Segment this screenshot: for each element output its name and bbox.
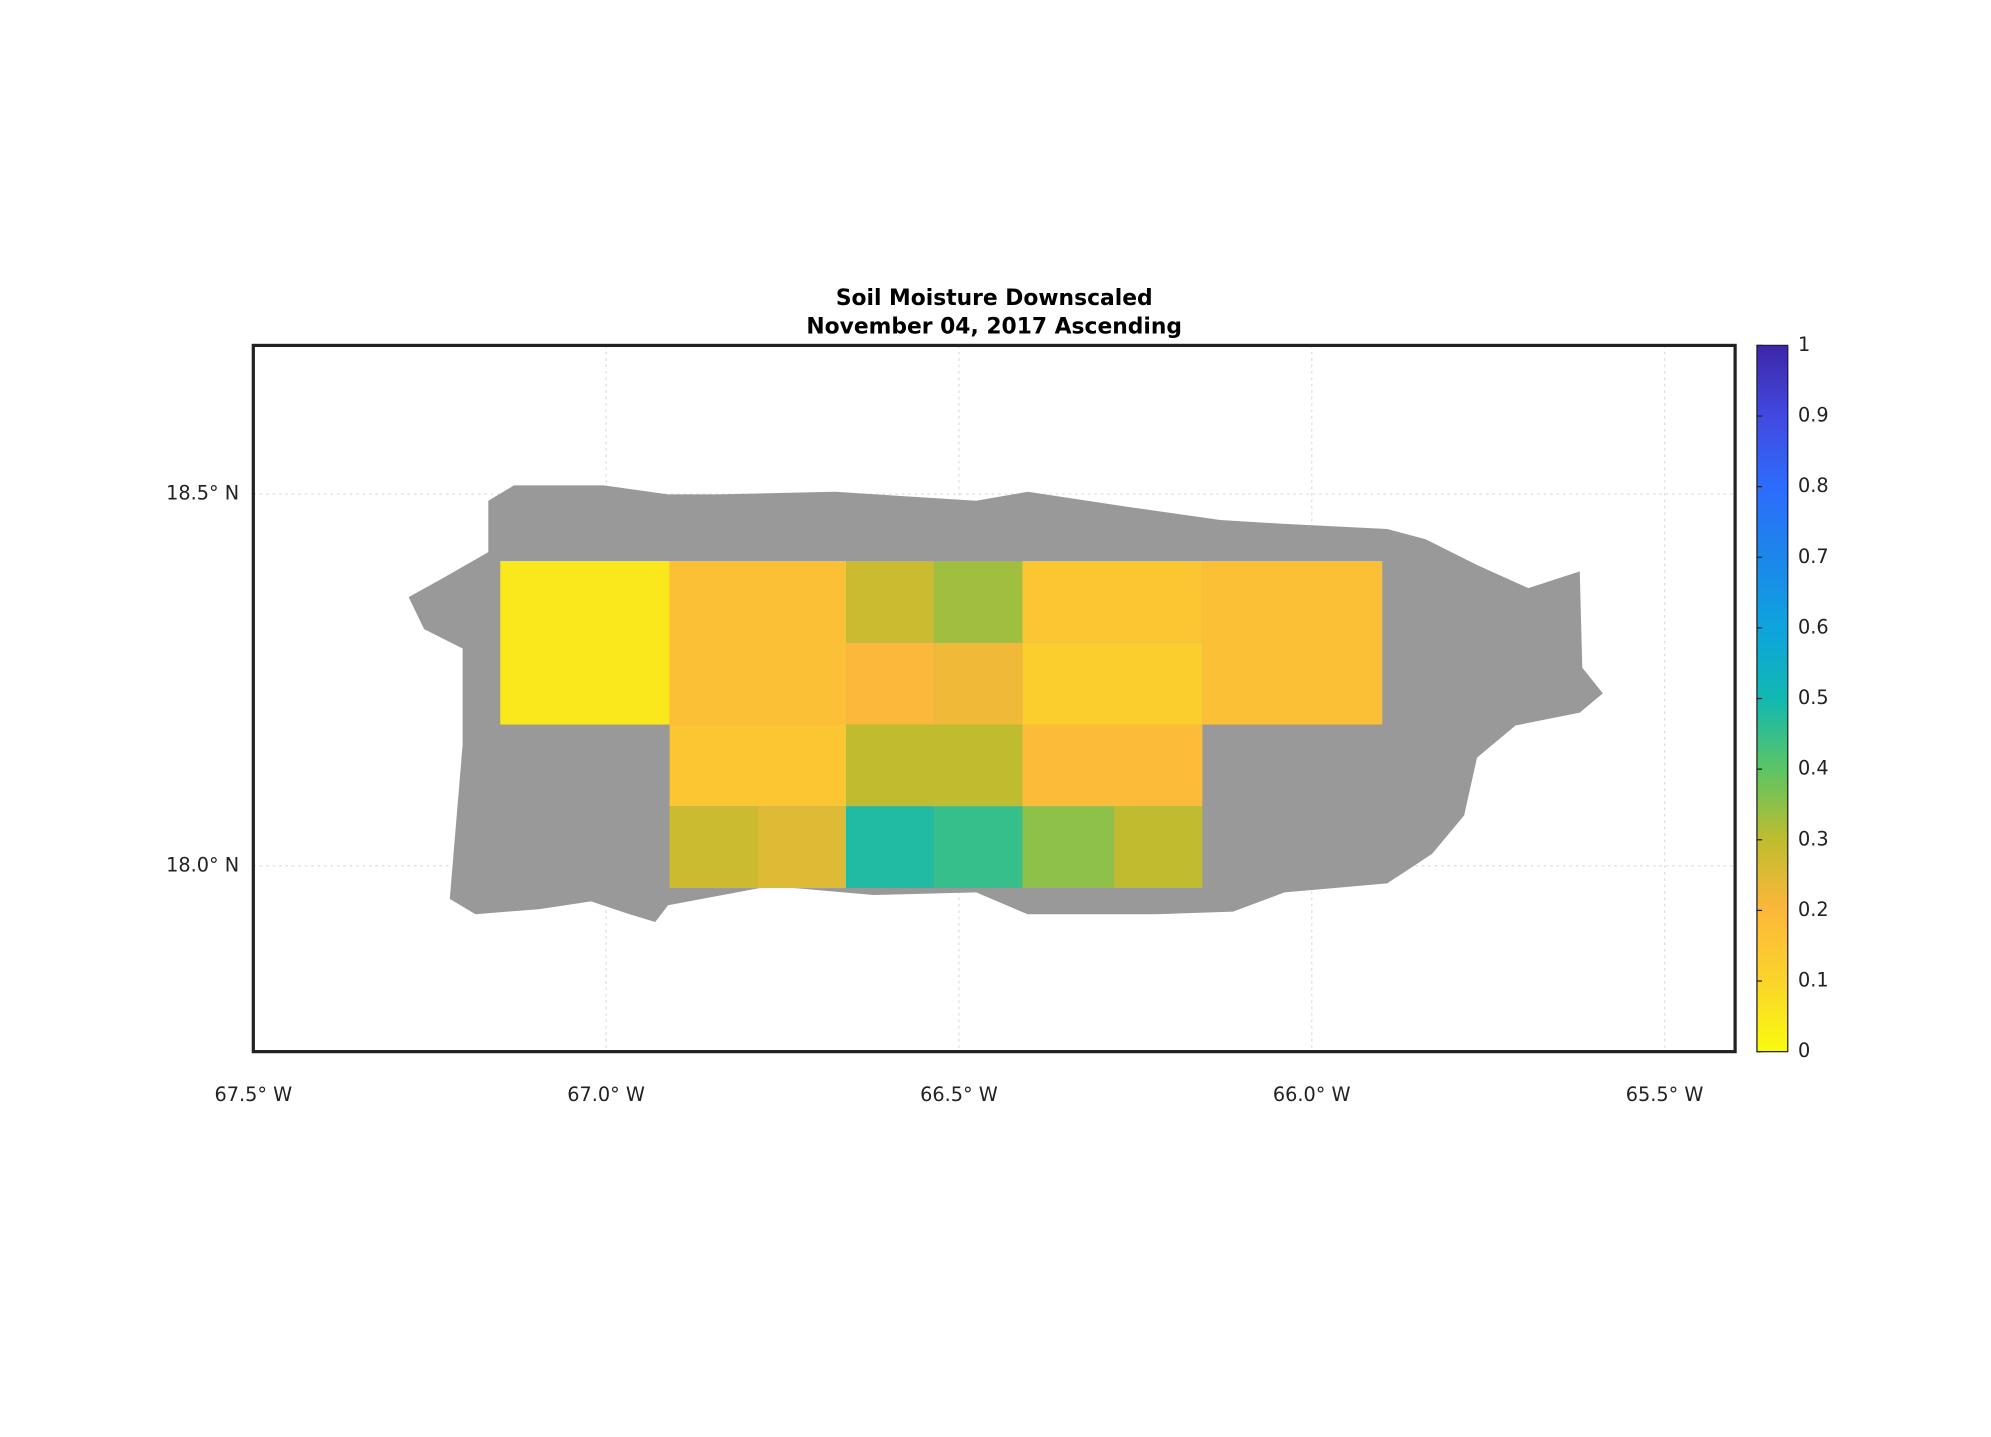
colorbar-tick-label: 0: [1798, 1039, 1810, 1062]
soil-moisture-cell: [1022, 560, 1203, 643]
soil-moisture-cell: [1022, 642, 1203, 725]
soil-moisture-cell: [500, 560, 670, 725]
soil-moisture-cell: [1114, 806, 1203, 889]
soil-moisture-cell: [1202, 560, 1383, 725]
colorbar-tick-label: 0.9: [1798, 404, 1829, 427]
soil-moisture-cell: [669, 806, 758, 889]
colorbar-tick-label: 0.6: [1798, 615, 1829, 638]
colorbar-tick-label: 0.3: [1798, 827, 1829, 850]
colorbar-tick-label: 0.4: [1798, 757, 1829, 780]
x-tick-label: 67.5° W: [214, 1083, 292, 1106]
x-tick-label: 65.5° W: [1626, 1083, 1704, 1106]
x-tick-label: 67.0° W: [567, 1083, 645, 1106]
colorbar-tick-label: 0.7: [1798, 545, 1829, 568]
y-tick-label: 18.0° N: [166, 853, 239, 876]
soil-moisture-cell: [934, 560, 1023, 643]
soil-moisture-cell: [934, 642, 1023, 725]
colorbar-tick-label: 0.8: [1798, 474, 1829, 497]
colorbar-tick-label: 1: [1798, 333, 1810, 356]
soil-moisture-cell: [1022, 806, 1115, 889]
colorbar-tick-label: 0.1: [1798, 969, 1829, 992]
soil-moisture-cell: [846, 806, 935, 889]
chart-subtitle: November 04, 2017 Ascending: [806, 314, 1182, 339]
colorbar-tick-label: 0.5: [1798, 686, 1829, 709]
y-tick-label: 18.5° N: [166, 482, 239, 505]
x-tick-label: 66.5° W: [920, 1083, 998, 1106]
soil-moisture-cell: [669, 724, 847, 807]
soil-moisture-cell: [846, 560, 935, 643]
x-tick-label: 66.0° W: [1273, 1083, 1351, 1106]
soil-moisture-cell: [669, 560, 847, 725]
axes-frame: [251, 343, 1737, 1054]
soil-moisture-cell: [934, 806, 1023, 889]
colorbar-tick-label: 0.2: [1798, 898, 1829, 921]
soil-moisture-cell: [846, 724, 1023, 807]
soil-moisture-cell: [757, 806, 847, 889]
chart-title: Soil Moisture Downscaled: [836, 286, 1153, 311]
soil-moisture-cell: [846, 642, 935, 725]
soil-moisture-cell: [1022, 724, 1203, 807]
